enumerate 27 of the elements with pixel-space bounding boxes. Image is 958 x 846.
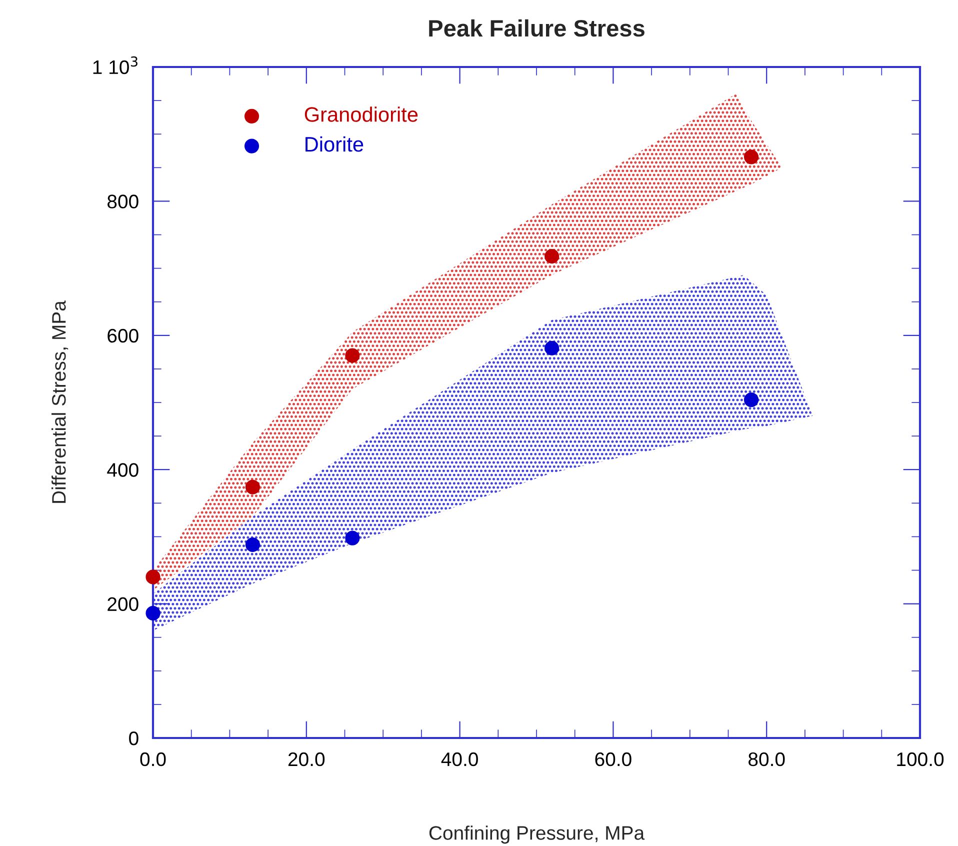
x-tick-label: 40.0 (441, 752, 478, 766)
y-tick-label: 1 10$^{3}$ (93, 56, 138, 74)
x-tick-label: 0.0 (140, 752, 166, 766)
point (146, 606, 160, 620)
x-tick-label: 60.0 (595, 752, 632, 766)
y-axis-title: Differential Stress, MPa (52, 300, 68, 503)
point (744, 392, 759, 408)
chart-title: Peak Failure Stress (429, 19, 644, 37)
y-tick-label: 200 (108, 597, 138, 612)
point (245, 480, 260, 494)
y-tick-label: 600 (108, 328, 138, 343)
point (544, 248, 560, 264)
point (146, 570, 160, 584)
y-tick-label: 0 (129, 731, 138, 746)
legend-label: Diorite (306, 136, 364, 152)
point (544, 340, 560, 356)
legend-label: Granodiorite (304, 106, 418, 122)
x-tick-label: 100.0 (897, 752, 944, 766)
point (345, 348, 360, 363)
x-axis-title: Confining Pressure, MPa (429, 826, 645, 844)
y-tick-label: 400 (107, 463, 138, 477)
point (245, 537, 260, 552)
point (744, 150, 759, 164)
x-tick-label: 80.0 (748, 752, 785, 766)
y-tick-label: 800 (108, 194, 138, 208)
x-tick-label: 20.0 (288, 752, 325, 766)
point (345, 530, 360, 546)
